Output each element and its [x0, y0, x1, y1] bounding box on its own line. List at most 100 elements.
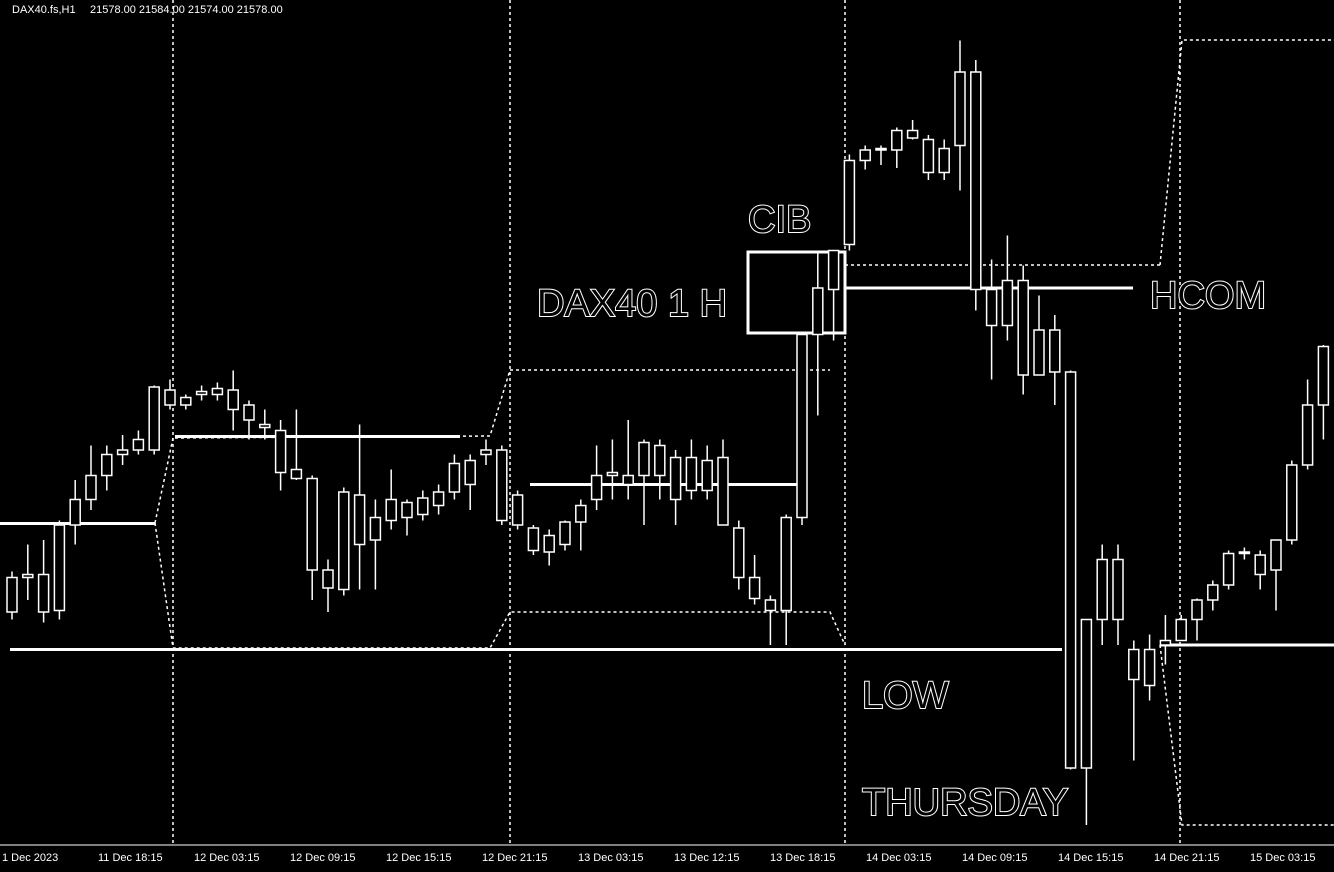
- candle-body: [1191, 599, 1203, 621]
- candle-body: [306, 477, 318, 571]
- candle-body: [1286, 464, 1298, 541]
- candle-body: [1175, 618, 1187, 642]
- candle-body: [780, 516, 792, 612]
- x-tick-label: 12 Dec 21:15: [482, 852, 547, 864]
- candle-body: [243, 404, 255, 421]
- candle-body: [1238, 551, 1251, 555]
- candle-body: [843, 159, 856, 246]
- candle-body: [69, 498, 81, 526]
- symbol: DAX40.fs,H1: [12, 4, 76, 16]
- candle-body: [827, 249, 840, 291]
- candle-body: [906, 129, 919, 139]
- candle-body: [1270, 539, 1282, 571]
- annotation: LOW: [862, 675, 949, 717]
- candle-body: [464, 459, 476, 486]
- candle-body: [1064, 371, 1077, 769]
- candle-body: [211, 387, 224, 396]
- candle-body: [180, 396, 192, 406]
- candle-body: [417, 497, 429, 516]
- cib-box: [746, 250, 847, 335]
- range-outline: [154, 522, 846, 649]
- x-tick-label: 11 Dec 18:15: [98, 852, 163, 864]
- candle-body: [701, 459, 713, 492]
- x-tick-label: 14 Dec 15:15: [1058, 852, 1123, 864]
- candle-body: [1033, 329, 1045, 376]
- candle-body: [164, 389, 176, 406]
- candle-body: [891, 129, 903, 151]
- candle-body: [385, 498, 397, 522]
- candle-body: [227, 389, 239, 411]
- candle-body: [195, 390, 208, 396]
- candle-body: [543, 534, 555, 553]
- candle-body: [448, 462, 461, 493]
- candle-body: [480, 449, 492, 456]
- candle-body: [1222, 552, 1235, 586]
- x-tick-label: 14 Dec 09:15: [962, 852, 1027, 864]
- candle-body: [101, 453, 113, 477]
- candle-body: [590, 474, 603, 501]
- candle-body: [812, 287, 824, 336]
- annotation: HCOM: [1150, 275, 1266, 317]
- annotation: THURSDAY: [862, 782, 1068, 824]
- candle-body: [954, 71, 966, 147]
- annotation: CIB: [748, 199, 811, 241]
- candle-body: [859, 149, 871, 162]
- candle-body: [669, 456, 682, 501]
- candle-body: [575, 504, 587, 523]
- candle-body: [322, 569, 334, 589]
- candle-body: [274, 429, 287, 474]
- candle-body: [606, 471, 619, 477]
- candle-body: [432, 491, 445, 507]
- x-tick-label: 1 Dec 2023: [2, 852, 58, 864]
- candle-body: [1049, 329, 1061, 373]
- candle-body: [259, 423, 271, 429]
- candle-body: [496, 449, 508, 522]
- candle-body: [22, 573, 34, 579]
- candle-body: [717, 456, 729, 526]
- x-tick-label: 14 Dec 03:15: [866, 852, 931, 864]
- candle-body: [970, 71, 982, 291]
- candle-body: [527, 527, 540, 552]
- candle-body: [1112, 558, 1124, 621]
- candle-body: [764, 599, 777, 612]
- candle-body: [875, 147, 887, 151]
- candle-body: [1254, 554, 1266, 576]
- candle-body: [290, 468, 303, 480]
- candle-body: [37, 573, 50, 613]
- candle-body: [85, 474, 97, 501]
- separators: [154, 0, 1334, 845]
- x-tick-label: 13 Dec 12:15: [674, 852, 739, 864]
- x-tick-label: 14 Dec 21:15: [1154, 852, 1219, 864]
- x-tick-label: 12 Dec 03:15: [194, 852, 259, 864]
- range-outline: [1159, 644, 1334, 826]
- range-outline: [154, 437, 174, 524]
- candle-body: [1143, 648, 1156, 687]
- candle-body: [116, 449, 129, 456]
- x-tick-label: 13 Dec 03:15: [578, 852, 643, 864]
- candle-body: [132, 438, 145, 451]
- candle-body: [1301, 404, 1314, 466]
- candle-body: [1001, 279, 1014, 327]
- x-tick-label: 12 Dec 15:15: [386, 852, 451, 864]
- candle-body: [53, 524, 66, 612]
- candle-body: [369, 516, 382, 541]
- candle-body: [685, 456, 698, 492]
- candle-body: [148, 386, 160, 451]
- candle-body: [985, 288, 998, 327]
- candle-body: [559, 521, 571, 546]
- x-tick-label: 15 Dec 03:15: [1250, 852, 1315, 864]
- candle-body: [1080, 618, 1093, 769]
- candle-body: [622, 474, 634, 486]
- candle-body: [1317, 345, 1330, 406]
- candle-body: [6, 576, 18, 613]
- candle-body: [654, 444, 666, 477]
- candle-body: [1017, 279, 1029, 376]
- candle-body: [748, 576, 761, 600]
- candle-body: [1159, 639, 1172, 646]
- candle-body: [733, 527, 745, 579]
- x-tick-label: 12 Dec 09:15: [290, 852, 355, 864]
- candle-body: [1128, 648, 1140, 681]
- candle-body: [938, 147, 950, 174]
